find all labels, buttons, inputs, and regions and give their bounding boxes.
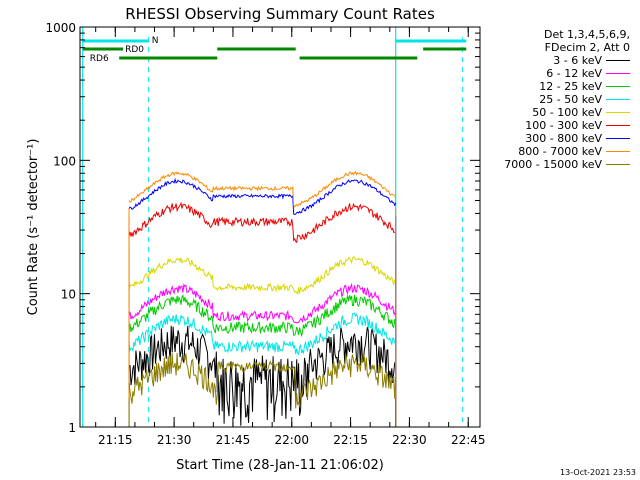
x-tick-label: 21:45 — [216, 433, 251, 447]
label-N: N — [152, 36, 159, 46]
legend-item-swatch — [606, 73, 630, 74]
series-line — [128, 177, 397, 216]
axes: 1 10 100 1000 21:15 21:30 21:45 22:00 22:15 22:30… — [45, 21, 485, 447]
x-tick-label: 22:45 — [451, 433, 486, 447]
x-tick-label: 22:00 — [274, 433, 309, 447]
legend-item-label: 3 - 6 keV — [553, 54, 602, 67]
legend-item: 12 - 25 keV — [470, 80, 636, 93]
legend-item: 25 - 50 keV — [470, 93, 636, 106]
legend-item: 800 - 7000 keV — [470, 145, 636, 158]
legend-item-label: 300 - 800 keV — [525, 132, 602, 145]
chart-title: RHESSI Observing Summary Count Rates — [125, 5, 435, 23]
x-tick-label: 22:15 — [333, 433, 368, 447]
legend-item-swatch — [606, 164, 630, 165]
legend-item: 6 - 12 keV — [470, 67, 636, 80]
x-tick-label: 21:15 — [98, 433, 133, 447]
legend-item-swatch — [606, 151, 630, 152]
legend-header-line-2: FDecim 2, Att 0 — [544, 41, 630, 54]
x-tick-label: 21:30 — [157, 433, 192, 447]
y-axis-label: Count Rate (s⁻¹ detector⁻¹) — [26, 139, 41, 316]
series-line — [128, 170, 397, 208]
x-tick-label: 22:30 — [392, 433, 427, 447]
series-line — [128, 201, 396, 244]
y-tick-label: 100 — [53, 154, 76, 168]
legend: Det 1,3,4,5,6,9, FDecim 2, Att 0 3 - 6 k… — [470, 28, 636, 171]
label-RD0: RD0 — [125, 45, 144, 55]
legend-item-swatch — [606, 138, 630, 139]
y-tick-label: 1 — [68, 421, 76, 435]
legend-item: 100 - 300 keV — [470, 119, 636, 132]
legend-item-label: 100 - 300 keV — [525, 119, 602, 132]
legend-item: 300 - 800 keV — [470, 132, 636, 145]
legend-item-label: 6 - 12 keV — [546, 67, 602, 80]
legend-item-swatch — [606, 60, 630, 61]
legend-item-swatch — [606, 99, 630, 100]
series-line — [128, 352, 397, 409]
series-line — [128, 325, 397, 426]
legend-item: 7000 - 15000 keV — [470, 158, 636, 171]
plot-frame — [79, 26, 481, 428]
series-line — [128, 282, 397, 324]
plot-area: N RD0 RD6 — [82, 27, 467, 427]
series-line — [128, 256, 396, 295]
legend-item-label: 50 - 100 keV — [532, 106, 602, 119]
series-line — [128, 294, 397, 338]
legend-item-swatch — [606, 112, 630, 113]
y-tick-label: 1000 — [45, 21, 76, 35]
y-tick-label: 10 — [61, 288, 76, 302]
x-axis-label: Start Time (28-Jan-11 21:06:02) — [176, 458, 384, 473]
legend-rows: 3 - 6 keV 6 - 12 keV 12 - 25 keV 25 - 50 ke… — [470, 54, 636, 171]
legend-item-swatch — [606, 86, 630, 87]
legend-item-label: 7000 - 15000 keV — [504, 158, 602, 171]
legend-item-label: 12 - 25 keV — [539, 80, 602, 93]
series-line — [128, 312, 397, 356]
legend-item-label: 25 - 50 keV — [539, 93, 602, 106]
legend-item-label: 800 - 7000 keV — [518, 145, 602, 158]
legend-item: 50 - 100 keV — [470, 106, 636, 119]
legend-item-swatch — [606, 125, 630, 126]
legend-header-line-1: Det 1,3,4,5,6,9, — [543, 28, 630, 41]
label-RD6: RD6 — [90, 54, 109, 64]
footer-timestamp: 13-Oct-2021 23:53 — [560, 468, 636, 477]
legend-item: 3 - 6 keV — [470, 54, 636, 67]
